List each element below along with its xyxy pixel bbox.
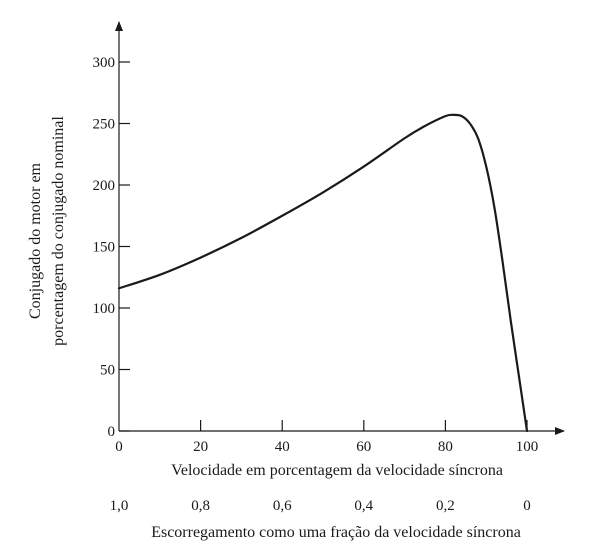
slip-tick-label: 0 — [523, 498, 531, 514]
y-tick-label: 200 — [93, 178, 116, 194]
slip-tick-label: 0,8 — [191, 498, 210, 514]
x-tick-label: 0 — [115, 439, 123, 455]
y-axis-label-line-2: porcentagem do conjugado nominal — [50, 116, 67, 346]
y-tick-label: 50 — [100, 363, 115, 379]
x-tick-label: 40 — [275, 439, 290, 455]
x-axis-label: Velocidade em porcentagem da velocidade … — [171, 462, 503, 479]
slip-tick-label: 1,0 — [110, 498, 129, 514]
y-tick-label: 150 — [93, 240, 116, 256]
secondary-x-axis-label: Escorregamento como uma fração da veloci… — [151, 524, 521, 541]
y-tick-label: 250 — [93, 117, 116, 133]
y-tick-label: 0 — [108, 424, 116, 440]
x-tick-label: 80 — [438, 439, 453, 455]
slip-tick-label: 0,2 — [436, 498, 455, 514]
slip-tick-label: 0,6 — [273, 498, 292, 514]
y-axis-label-line-1: Conjugado do motor em — [27, 162, 44, 319]
y-tick-label: 300 — [93, 55, 116, 71]
slip-tick-label: 0,4 — [354, 498, 373, 514]
x-tick-label: 100 — [516, 439, 539, 455]
torque-curve — [117, 113, 529, 433]
y-tick-label: 100 — [93, 301, 116, 317]
x-tick-label: 60 — [356, 439, 371, 455]
x-tick-label: 20 — [193, 439, 208, 455]
